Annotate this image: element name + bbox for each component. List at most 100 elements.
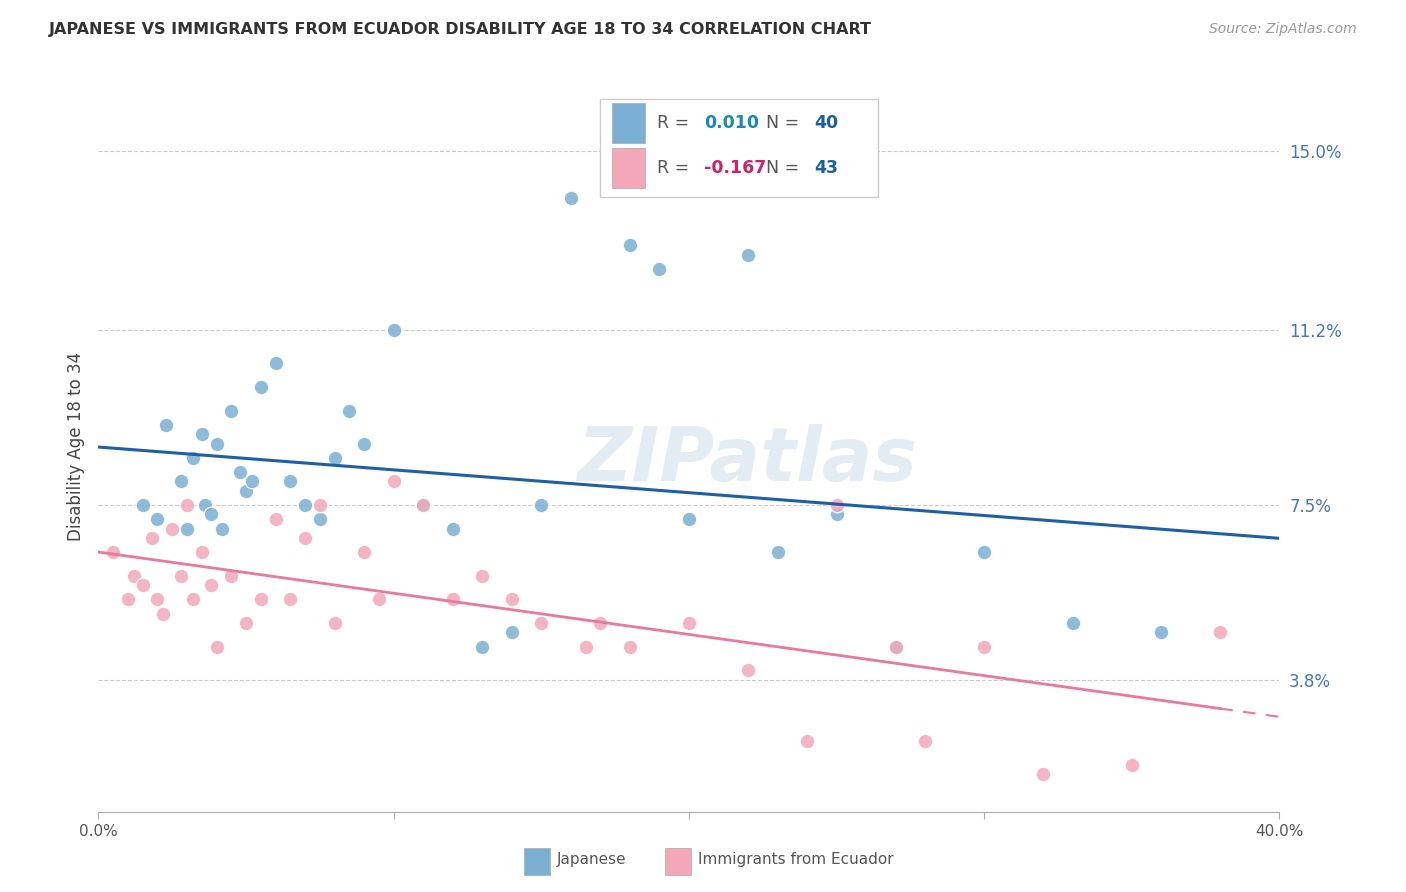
Point	[1209, 625, 1232, 640]
Point	[339, 403, 361, 417]
Point	[884, 640, 907, 654]
Point	[382, 323, 405, 337]
Point	[368, 592, 391, 607]
Point	[501, 592, 523, 607]
Point	[648, 262, 671, 277]
Point	[176, 522, 198, 536]
Point	[132, 498, 155, 512]
Point	[678, 512, 700, 526]
Point	[240, 475, 263, 489]
Point	[309, 512, 332, 526]
Point	[382, 475, 405, 489]
Text: N =: N =	[766, 113, 804, 132]
Point	[412, 498, 434, 512]
Point	[441, 592, 464, 607]
Point	[825, 508, 848, 522]
Point	[619, 238, 641, 252]
Point	[766, 545, 789, 559]
Point	[441, 522, 464, 536]
Point	[146, 592, 169, 607]
Bar	[665, 847, 692, 875]
Point	[294, 498, 316, 512]
Text: 0.010: 0.010	[704, 113, 759, 132]
Point	[264, 512, 287, 526]
Point	[294, 531, 316, 545]
Point	[170, 568, 193, 582]
Point	[1032, 767, 1054, 781]
Point	[471, 640, 494, 654]
Point	[194, 498, 217, 512]
Text: R =: R =	[657, 113, 695, 132]
Point	[162, 522, 183, 536]
Point	[200, 578, 222, 592]
Point	[191, 545, 214, 559]
Bar	[612, 103, 645, 143]
Point	[501, 625, 523, 640]
Point	[103, 545, 125, 559]
Point	[155, 417, 177, 432]
Point	[211, 522, 233, 536]
Point	[1062, 615, 1084, 630]
Point	[589, 615, 612, 630]
Point	[235, 483, 257, 498]
Text: 40: 40	[814, 113, 838, 132]
Point	[205, 436, 228, 450]
Point	[973, 545, 995, 559]
Text: N =: N =	[766, 159, 804, 177]
Text: R =: R =	[657, 159, 695, 177]
Point	[796, 734, 818, 748]
Bar	[523, 847, 550, 875]
Point	[235, 615, 257, 630]
Point	[678, 615, 700, 630]
Text: 43: 43	[814, 159, 838, 177]
Point	[229, 465, 252, 479]
Point	[353, 545, 375, 559]
Point	[122, 568, 145, 582]
Point	[973, 640, 995, 654]
Point	[825, 498, 848, 512]
Point	[264, 356, 287, 370]
Point	[530, 615, 553, 630]
Point	[132, 578, 155, 592]
Point	[323, 615, 346, 630]
Point	[205, 640, 228, 654]
Point	[309, 498, 332, 512]
FancyBboxPatch shape	[600, 99, 877, 197]
Point	[181, 592, 204, 607]
Point	[141, 531, 163, 545]
Text: Immigrants from Ecuador: Immigrants from Ecuador	[699, 852, 894, 867]
Point	[146, 512, 169, 526]
Point	[117, 592, 139, 607]
Point	[1150, 625, 1173, 640]
Text: Source: ZipAtlas.com: Source: ZipAtlas.com	[1209, 22, 1357, 37]
Point	[471, 568, 494, 582]
Point	[181, 450, 204, 465]
Point	[280, 475, 302, 489]
Point	[353, 436, 375, 450]
Point	[250, 380, 273, 394]
Text: JAPANESE VS IMMIGRANTS FROM ECUADOR DISABILITY AGE 18 TO 34 CORRELATION CHART: JAPANESE VS IMMIGRANTS FROM ECUADOR DISA…	[49, 22, 872, 37]
Text: Japanese: Japanese	[557, 852, 626, 867]
Text: ZIPatlas: ZIPatlas	[578, 424, 918, 497]
Point	[176, 498, 198, 512]
Point	[323, 450, 346, 465]
Point	[737, 663, 759, 677]
Point	[191, 427, 214, 442]
Point	[412, 498, 434, 512]
Bar	[612, 148, 645, 188]
Text: -0.167: -0.167	[704, 159, 766, 177]
Point	[619, 640, 641, 654]
Point	[170, 475, 193, 489]
Point	[221, 568, 243, 582]
Point	[152, 607, 174, 621]
Point	[560, 191, 582, 205]
Point	[914, 734, 936, 748]
Point	[221, 403, 243, 417]
Point	[737, 248, 759, 262]
Point	[575, 640, 598, 654]
Point	[280, 592, 302, 607]
Y-axis label: Disability Age 18 to 34: Disability Age 18 to 34	[66, 351, 84, 541]
Point	[884, 640, 907, 654]
Point	[200, 508, 222, 522]
Point	[1121, 757, 1143, 772]
